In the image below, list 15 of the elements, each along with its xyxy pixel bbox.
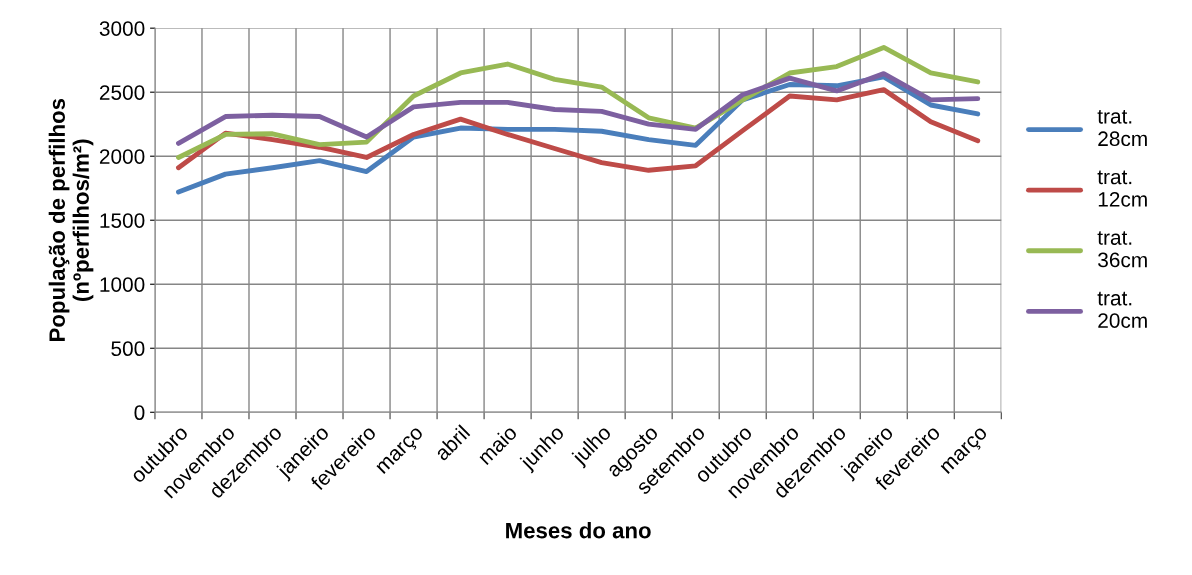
y-axis-title: População de perfilhos (nºperfilhos/m²) bbox=[48, 98, 94, 341]
legend-label: trat. 28cm bbox=[1097, 110, 1147, 147]
y-tick-label: 0 bbox=[134, 405, 145, 421]
legend-label: trat. 20cm bbox=[1097, 291, 1147, 328]
x-axis-title: Meses do ano bbox=[506, 522, 651, 539]
y-tick-label: 500 bbox=[111, 341, 145, 357]
y-tick-label: 1500 bbox=[100, 213, 145, 228]
legend-label: trat. 12cm bbox=[1097, 170, 1147, 207]
y-tick-label: 2500 bbox=[99, 85, 145, 100]
line-series bbox=[176, 87, 981, 173]
y-tick-label: 1000 bbox=[100, 277, 145, 292]
legend-label: trat. 36cm bbox=[1097, 231, 1147, 268]
y-tick-label: 2000 bbox=[99, 149, 145, 164]
y-tick-label: 3000 bbox=[99, 21, 145, 36]
line-series bbox=[176, 71, 981, 146]
